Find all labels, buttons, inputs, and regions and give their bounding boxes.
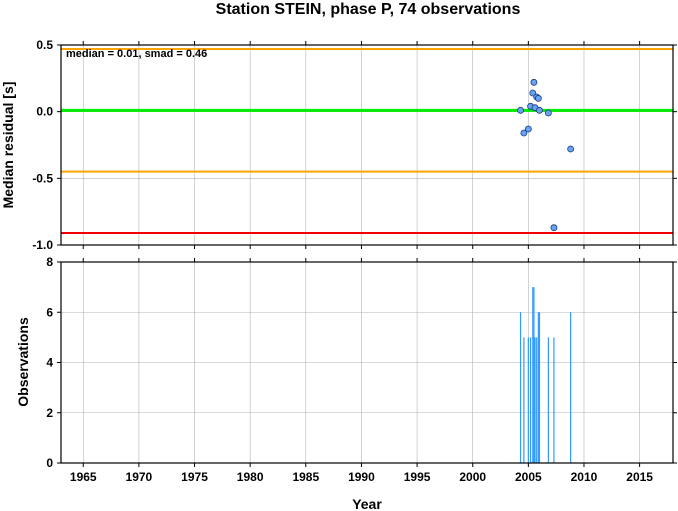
x-tick-label: 1990: [348, 470, 375, 484]
observations-y-tick-label: 0: [46, 456, 53, 470]
stats-annotation: median = 0.01, smad = 0.46: [66, 48, 207, 60]
x-tick-label: 1985: [292, 470, 319, 484]
observations-bar: [519, 312, 522, 463]
observations-x-ticks: 1965 1970 1975 1980 1985 1990 1995 2000 2005 2010…: [70, 258, 653, 484]
observations-y-tick-label: 4: [46, 356, 53, 370]
x-tick-label: 1980: [237, 470, 264, 484]
observations-bar: [536, 337, 538, 463]
observations-bar: [523, 337, 525, 463]
residual-point: [544, 109, 552, 117]
observations-y-tick-label: 6: [46, 305, 53, 319]
residual-y-tick-label: 0.5: [36, 38, 53, 52]
residual-x-ticks: [82, 41, 641, 249]
residual-panel: 0.5 0.0 -0.5 -1.0 median = 0.01, smad = 0.4…: [0, 38, 677, 252]
residual-points: [517, 78, 575, 232]
x-tick-label: 2000: [459, 470, 486, 484]
observations-y-tick-label: 2: [46, 406, 53, 420]
observations-y-ticks: 0 2 4 6 8: [46, 255, 677, 470]
observations-bar: [533, 287, 535, 463]
x-tick-label: 1970: [126, 470, 153, 484]
residual-point: [520, 129, 528, 137]
observations-bar: [570, 312, 572, 463]
residual-y-ticks: 0.5 0.0 -0.5 -1.0: [32, 38, 677, 252]
observations-bar: [553, 337, 555, 463]
observations-panel: 0 2 4 6 8 1965 1970 1975 1980 1985 1990 1995 2000 20…: [15, 255, 677, 511]
x-tick-label: 2015: [626, 470, 653, 484]
observations-grid: [61, 261, 673, 464]
residual-point: [534, 94, 542, 102]
residual-point: [529, 89, 537, 97]
observations-bars: [519, 287, 572, 463]
x-tick-label: 1965: [70, 470, 97, 484]
observations-bar: [534, 337, 536, 463]
observations-y-tick-label: 8: [46, 255, 53, 269]
residual-point: [524, 125, 532, 133]
residual-panel-frame: [60, 44, 674, 246]
x-tick-label: 1975: [181, 470, 208, 484]
observations-bar: [547, 337, 549, 463]
x-axis-label: Year: [352, 496, 382, 511]
observations-bar: [537, 312, 539, 463]
x-tick-label: 1995: [404, 470, 431, 484]
residual-reference-lines: [61, 48, 673, 234]
residual-point: [536, 106, 543, 114]
chart-title: Station STEIN, phase P, 74 observations: [216, 1, 521, 18]
observations-y-axis-label: Observations: [15, 317, 31, 407]
x-tick-label: 2005: [515, 470, 542, 484]
residual-y-tick-label: 0.0: [36, 105, 53, 119]
residual-point: [550, 224, 558, 232]
x-tick-label: 2010: [571, 470, 598, 484]
residual-point: [530, 78, 538, 86]
observations-bar: [532, 287, 534, 463]
observations-bar: [529, 337, 532, 463]
residual-point: [567, 145, 575, 153]
residual-y-tick-label: -1.0: [32, 238, 53, 252]
observations-bar: [538, 312, 541, 463]
residual-y-axis-label: Median residual [s]: [0, 82, 16, 209]
residual-point: [517, 106, 524, 114]
residual-y-tick-label: -0.5: [32, 171, 53, 185]
observations-bar: [527, 337, 529, 463]
residual-grid: [61, 44, 673, 246]
